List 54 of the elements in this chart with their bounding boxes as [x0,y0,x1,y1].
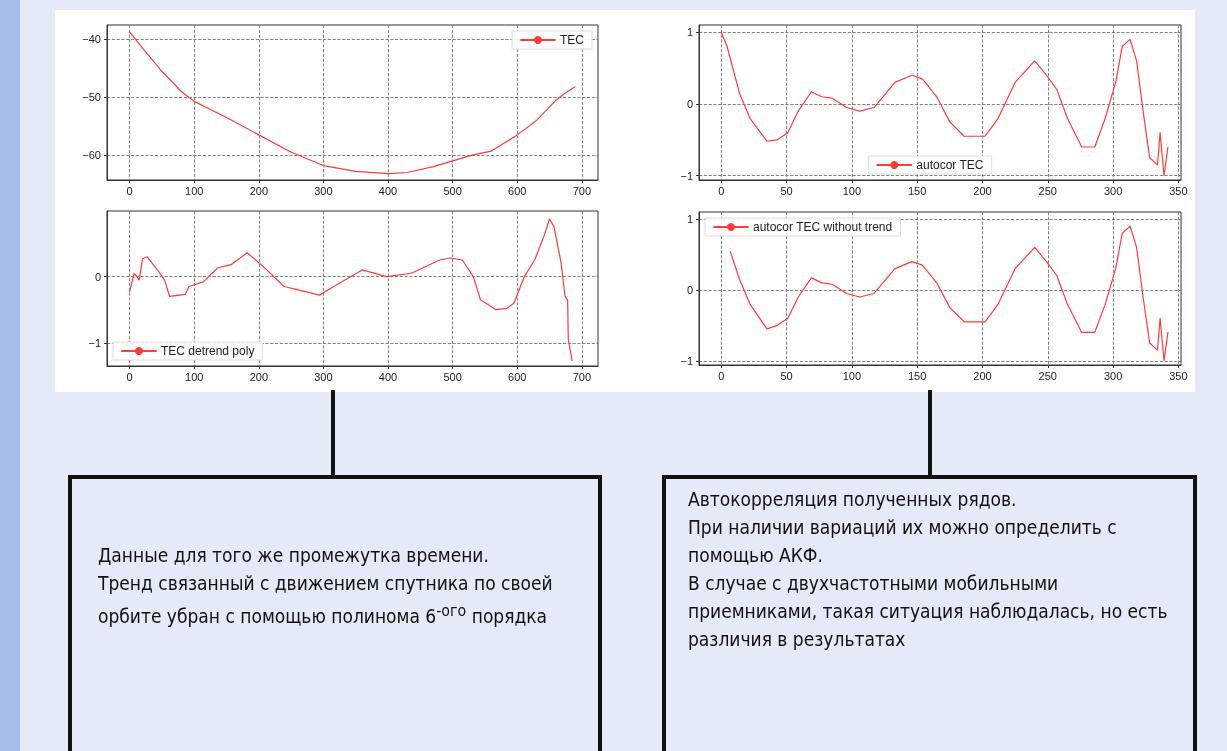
x-tick-label: 0 [718,369,725,382]
x-tick-label: 400 [378,184,398,197]
text: При наличии вариаций их можно определить с помощью АКФ. [688,515,1118,568]
y-tick-label: −60 [82,149,101,162]
x-tick-label: 100 [185,184,204,197]
x-tick-label: 700 [572,184,592,197]
x-tick-label: 250 [1038,369,1057,382]
y-tick-label: 0 [686,283,693,296]
x-tick-label: 0 [126,370,133,383]
line-series [720,31,1169,177]
x-tick-label: 500 [443,184,462,197]
x-tick-label: 150 [907,369,927,382]
y-tick-label: −40 [82,33,101,46]
x-tick-label: 200 [973,184,992,197]
x-tick-label: 300 [314,184,333,197]
x-tick-label: 350 [1169,369,1188,382]
x-tick-label: 350 [1169,184,1188,197]
text: В случае с двухчастотными мобильными приемниками, такая ситуация наблюдалась, но есть различия в результатах [688,571,1169,652]
y-tick-label: −50 [82,91,101,104]
legend-label: TEC detrend poly [161,344,255,358]
x-tick-label: 300 [1103,184,1123,197]
x-tick-label: 300 [314,370,333,383]
x-tick-label: 200 [249,370,268,383]
y-tick-label: 0 [94,270,101,283]
x-tick-label: 100 [185,370,204,383]
x-tick-label: 300 [1103,369,1123,382]
y-tick-label: −1 [88,336,101,349]
legend-label: autocor TEC [916,158,984,172]
x-tick-label: 200 [249,184,268,197]
x-tick-label: 100 [842,184,862,197]
text: Данные для того же промежутка времени. [98,543,490,568]
y-tick-label: −1 [680,354,693,367]
y-tick-label: 1 [686,213,693,226]
x-tick-label: 150 [907,184,927,197]
x-tick-label: 100 [842,369,862,382]
x-tick-label: 0 [718,184,725,197]
text: Автокорреляция полученных рядов. [688,487,1018,512]
x-tick-label: 700 [572,370,592,383]
legend-label: autocor TEC without trend [753,220,893,234]
x-tick-label: 0 [126,184,133,197]
x-tick-label: 500 [443,370,462,383]
line-series [129,218,573,362]
x-tick-label: 400 [378,370,398,383]
y-tick-label: 1 [686,26,693,39]
legend-label: TEC [560,33,585,47]
y-tick-label: −1 [680,169,693,182]
text: Тренд связанный с движением спутника по своей орбите убран с помощью полинома 6$^{-ого}$ порядка [98,571,554,630]
x-tick-label: 250 [1038,184,1057,197]
y-tick-label: 0 [686,97,693,110]
x-tick-label: 600 [508,184,527,197]
x-tick-label: 50 [780,369,793,382]
x-tick-label: 200 [973,369,992,382]
x-tick-label: 50 [780,184,793,197]
x-tick-label: 600 [508,370,527,383]
